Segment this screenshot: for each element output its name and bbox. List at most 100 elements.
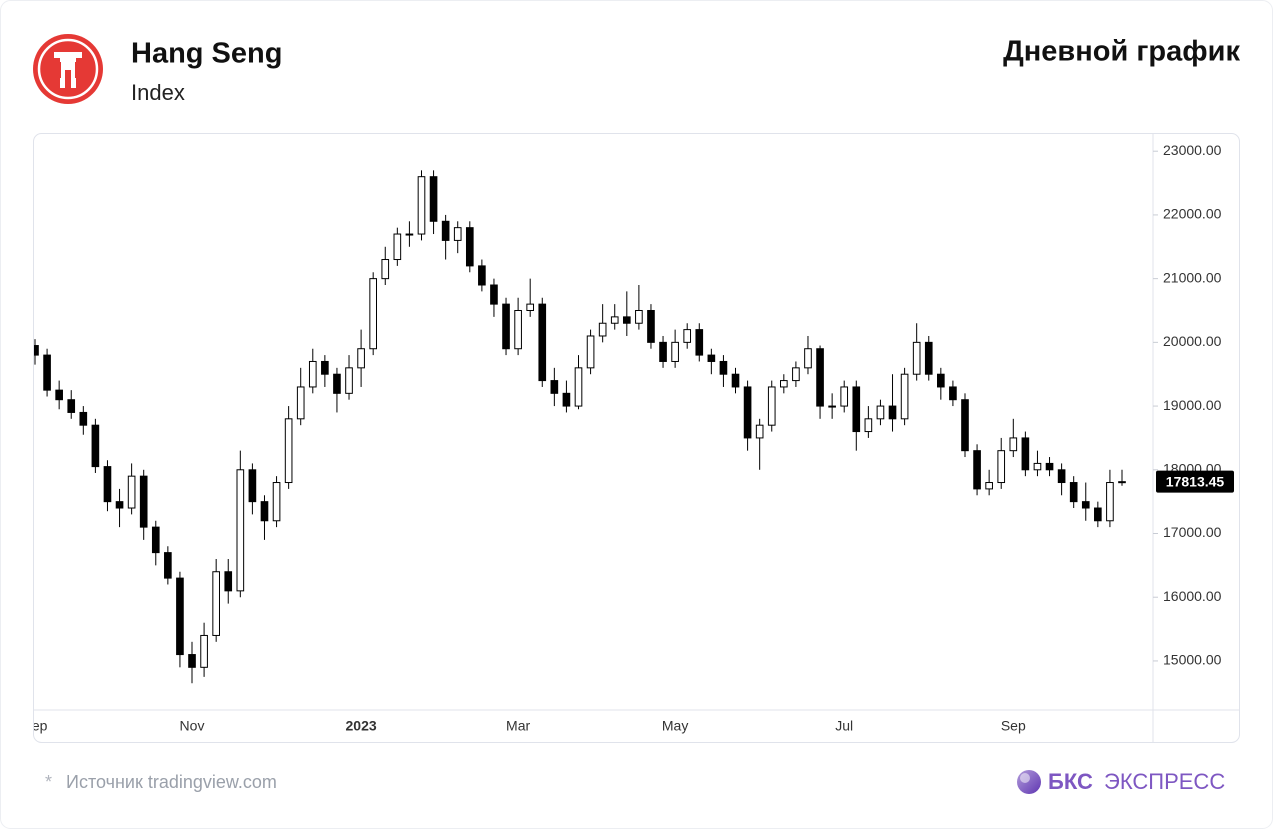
- y-tick-label: 19000.00: [1163, 397, 1222, 413]
- candle-body: [502, 303, 510, 350]
- candle-body: [453, 227, 462, 241]
- candle-body: [683, 329, 692, 343]
- candle-body: [248, 469, 257, 503]
- candle-body: [43, 354, 51, 391]
- candle-body: [949, 386, 957, 401]
- candle-body: [212, 571, 220, 636]
- candle-body: [876, 405, 885, 420]
- candle-body: [695, 329, 704, 356]
- candle-body: [188, 654, 196, 668]
- candle-body: [478, 265, 486, 286]
- candle-body: [55, 389, 63, 401]
- candle-body: [1069, 482, 1078, 503]
- y-tick-label: 23000.00: [1163, 142, 1222, 158]
- candle-body: [985, 482, 993, 490]
- candle-body: [864, 418, 873, 433]
- candle-body: [1118, 481, 1126, 484]
- candle-body: [924, 341, 933, 375]
- candle-body: [937, 373, 945, 388]
- candle-body: [1009, 437, 1018, 452]
- candle-body: [67, 399, 76, 413]
- candle-body: [224, 571, 233, 592]
- heading: Дневной график: [1003, 36, 1240, 68]
- candle-body: [236, 469, 245, 592]
- candle-body: [997, 450, 1006, 484]
- y-tick-label: 17000.00: [1163, 524, 1222, 540]
- candle-body: [961, 399, 969, 452]
- candle-body: [417, 176, 426, 235]
- candle-body: [731, 373, 740, 388]
- candle-body: [345, 367, 353, 394]
- candle-body: [659, 341, 667, 362]
- candle-body: [635, 309, 643, 324]
- brand-bold: БКС: [1048, 769, 1093, 794]
- candle-body: [804, 348, 812, 369]
- candle-body: [780, 380, 788, 388]
- candle-body: [393, 233, 402, 261]
- y-tick-label: 20000.00: [1163, 333, 1222, 349]
- candle-body: [550, 380, 559, 394]
- x-tick-label: Mar: [506, 718, 530, 734]
- x-tick-label: Sep: [23, 718, 48, 734]
- last-price-box: [1156, 470, 1234, 493]
- candle-body: [465, 227, 474, 267]
- candle-body: [284, 418, 293, 484]
- candle-body: [308, 360, 317, 388]
- candle-body: [574, 367, 583, 407]
- candle-body: [164, 552, 172, 579]
- candle-body: [333, 373, 341, 394]
- candle-body: [321, 360, 329, 375]
- candle-body: [200, 634, 208, 668]
- candle-body: [1045, 462, 1054, 471]
- candle-body: [671, 341, 679, 362]
- candle-body: [900, 373, 909, 420]
- candle-body: [260, 501, 269, 522]
- candle-body: [610, 316, 619, 324]
- candle-body: [103, 466, 112, 503]
- candle-body: [586, 335, 595, 369]
- candle-body: [151, 526, 160, 554]
- candle-body: [1033, 462, 1042, 471]
- candle-body: [719, 360, 728, 375]
- y-tick-label: 16000.00: [1163, 588, 1222, 604]
- brand: ЭКСПРЕСС: [1104, 769, 1225, 794]
- candle-body: [792, 367, 800, 382]
- x-tick-label: Nov: [180, 718, 205, 734]
- chart-frame: [33, 133, 1240, 743]
- last-price-label: 17813.45: [1166, 473, 1225, 489]
- candle-body: [1094, 507, 1102, 522]
- source: Источник tradingview.com: [66, 772, 277, 792]
- candle-body: [828, 405, 836, 408]
- candle-body: [622, 316, 631, 324]
- candle-body: [429, 176, 438, 222]
- candle-body: [840, 386, 849, 407]
- candle-body: [1057, 469, 1066, 484]
- candle-body: [538, 303, 547, 382]
- candle-body: [91, 424, 100, 468]
- x-tick-label: Jul: [835, 718, 853, 734]
- chart-title: Hang Seng: [131, 38, 282, 70]
- candle-body: [647, 309, 655, 343]
- x-tick-label: 2023: [346, 718, 377, 734]
- candle-body: [490, 284, 498, 305]
- candle-body: [405, 233, 414, 236]
- candle-body: [912, 341, 921, 375]
- source-mark: *: [45, 772, 52, 792]
- candle-body: [816, 348, 824, 407]
- candle-body: [139, 475, 148, 528]
- candle-body: [1081, 501, 1090, 509]
- candle-body: [357, 348, 365, 369]
- candle-body: [514, 309, 522, 350]
- candle-body: [743, 386, 752, 439]
- x-tick-label: Sep: [1001, 718, 1026, 734]
- candle-body: [34, 345, 39, 356]
- candle-body: [127, 475, 136, 509]
- candle-body: [1106, 482, 1114, 522]
- candle-body: [598, 322, 607, 337]
- candle-body: [381, 259, 390, 280]
- plot: [34, 170, 1126, 684]
- candle-body: [852, 386, 861, 433]
- x-axis: Sep Nov 2023 Mar May Jul Sep: [23, 718, 1026, 734]
- candle-body: [526, 303, 535, 311]
